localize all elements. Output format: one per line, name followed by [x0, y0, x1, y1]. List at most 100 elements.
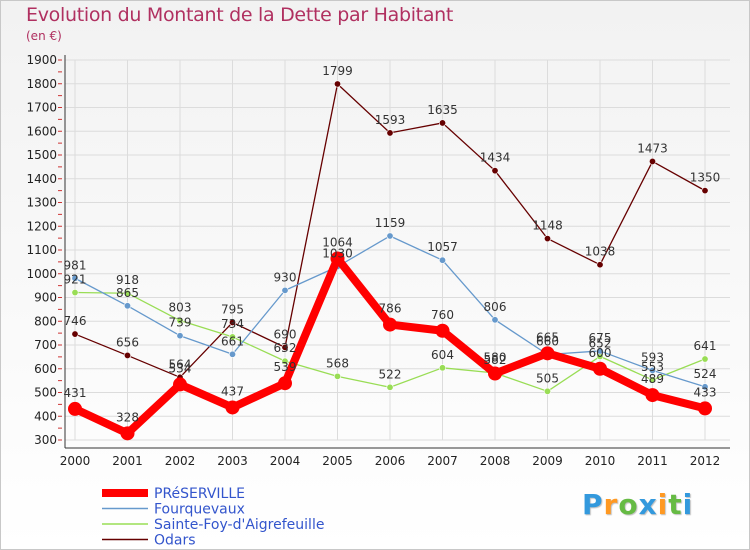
x-tick-label: 2007 [427, 454, 458, 468]
data-point [386, 383, 394, 391]
chart-subtitle: (en €) [26, 29, 62, 43]
data-label: 1473 [637, 141, 668, 155]
logo-letter: P [582, 488, 604, 521]
y-tick-label: 400 [34, 409, 57, 423]
data-label: 1159 [375, 216, 406, 230]
data-point [229, 350, 237, 358]
data-label: 1593 [375, 113, 406, 127]
data-label: 600 [589, 346, 612, 360]
data-label: 1148 [532, 219, 563, 233]
logo-letter: i [682, 488, 694, 521]
y-tick-label: 900 [34, 291, 57, 305]
data-point [491, 167, 499, 175]
data-point [176, 332, 184, 340]
y-tick-label: 1400 [26, 172, 57, 186]
x-tick-label: 2004 [270, 454, 301, 468]
data-point [648, 376, 656, 384]
data-label: 746 [64, 314, 87, 328]
legend: PRéSERVILLEFourquevauxSainte-Foy-d'Aigre… [102, 486, 324, 549]
data-point [386, 129, 394, 137]
x-tick-label: 2009 [532, 454, 563, 468]
data-label: 564 [169, 357, 192, 371]
data-label: 760 [431, 308, 454, 322]
y-tick-label: 1300 [26, 196, 57, 210]
x-tick-label: 2008 [480, 454, 511, 468]
data-point [543, 387, 551, 395]
y-tick-label: 1000 [26, 267, 57, 281]
data-label: 739 [169, 316, 192, 330]
data-point [596, 261, 604, 269]
data-point [278, 376, 292, 391]
data-label: 1799 [322, 64, 353, 78]
logo-letter: o [618, 488, 639, 521]
data-labels: 746 656 564 795 690 1799 1593 1635 1434 1148 1038 1… [64, 64, 721, 424]
data-point [701, 187, 709, 195]
data-point [701, 355, 709, 363]
data-point [225, 400, 240, 415]
y-tick-label: 1100 [26, 243, 57, 257]
data-point [333, 372, 341, 380]
data-point [438, 364, 446, 372]
logo-letter: x [638, 488, 658, 521]
y-tick-label: 1500 [26, 148, 57, 162]
data-point [491, 316, 499, 324]
data-point [71, 274, 79, 282]
data-label: 534 [169, 361, 192, 375]
data-point [383, 317, 397, 332]
y-tick-label: 1700 [26, 101, 57, 115]
data-label: 582 [484, 353, 507, 367]
data-label: 539 [274, 360, 297, 374]
data-label: 524 [694, 367, 717, 381]
chart-title: Evolution du Montant de la Dette par Hab… [26, 4, 454, 26]
logo-letter: t [668, 488, 683, 521]
data-point [173, 377, 187, 392]
y-tick-label: 1600 [26, 124, 57, 138]
data-label: 652 [589, 336, 612, 350]
data-point [645, 388, 660, 403]
y-tick-label: 700 [34, 338, 57, 352]
logo-letter: i [657, 488, 669, 521]
legend-label-3: Odars [154, 533, 196, 549]
data-point [648, 157, 656, 165]
x-tick-label: 2006 [375, 454, 406, 468]
y-tick-label: 800 [34, 314, 57, 328]
data-point [229, 333, 237, 341]
x-tick-label: 2002 [165, 454, 196, 468]
data-label: 489 [641, 372, 664, 386]
y-tick-label: 1900 [26, 53, 57, 67]
data-label: 632 [274, 341, 297, 355]
data-point [229, 318, 237, 326]
data-label: 1030 [322, 247, 353, 261]
data-point [71, 330, 79, 338]
data-label: 921 [64, 273, 87, 287]
y-tick-label: 300 [34, 433, 57, 447]
data-label: 675 [589, 331, 612, 345]
x-tick-label: 2010 [585, 454, 616, 468]
data-label: 641 [694, 339, 717, 353]
data-point [488, 366, 502, 381]
data-label: 604 [431, 348, 454, 362]
data-label: 803 [169, 301, 192, 315]
data-point [333, 80, 341, 88]
data-point [120, 426, 135, 441]
x-tick-label: 2012 [690, 454, 721, 468]
data-label: 437 [221, 384, 244, 398]
data-label: 431 [64, 386, 87, 400]
data-label: 656 [116, 335, 139, 349]
data-label: 1350 [690, 171, 721, 185]
data-label: 1064 [322, 236, 353, 250]
x-tick-label: 2005 [322, 454, 353, 468]
axes: 300 400 500 600 700 800 900 1000 1100 1200 1300 140… [26, 53, 730, 468]
data-label: 660 [536, 335, 559, 349]
legend-label-1: Fourquevaux [154, 502, 245, 518]
data-point [71, 289, 79, 297]
x-tick-label: 2000 [60, 454, 91, 468]
data-label: 734 [221, 317, 244, 331]
x-tick-label: 2011 [637, 454, 668, 468]
legend-label-0: PRéSERVILLE [154, 486, 245, 502]
data-point [438, 256, 446, 264]
data-point [386, 232, 394, 240]
x-tick-label: 2001 [112, 454, 143, 468]
